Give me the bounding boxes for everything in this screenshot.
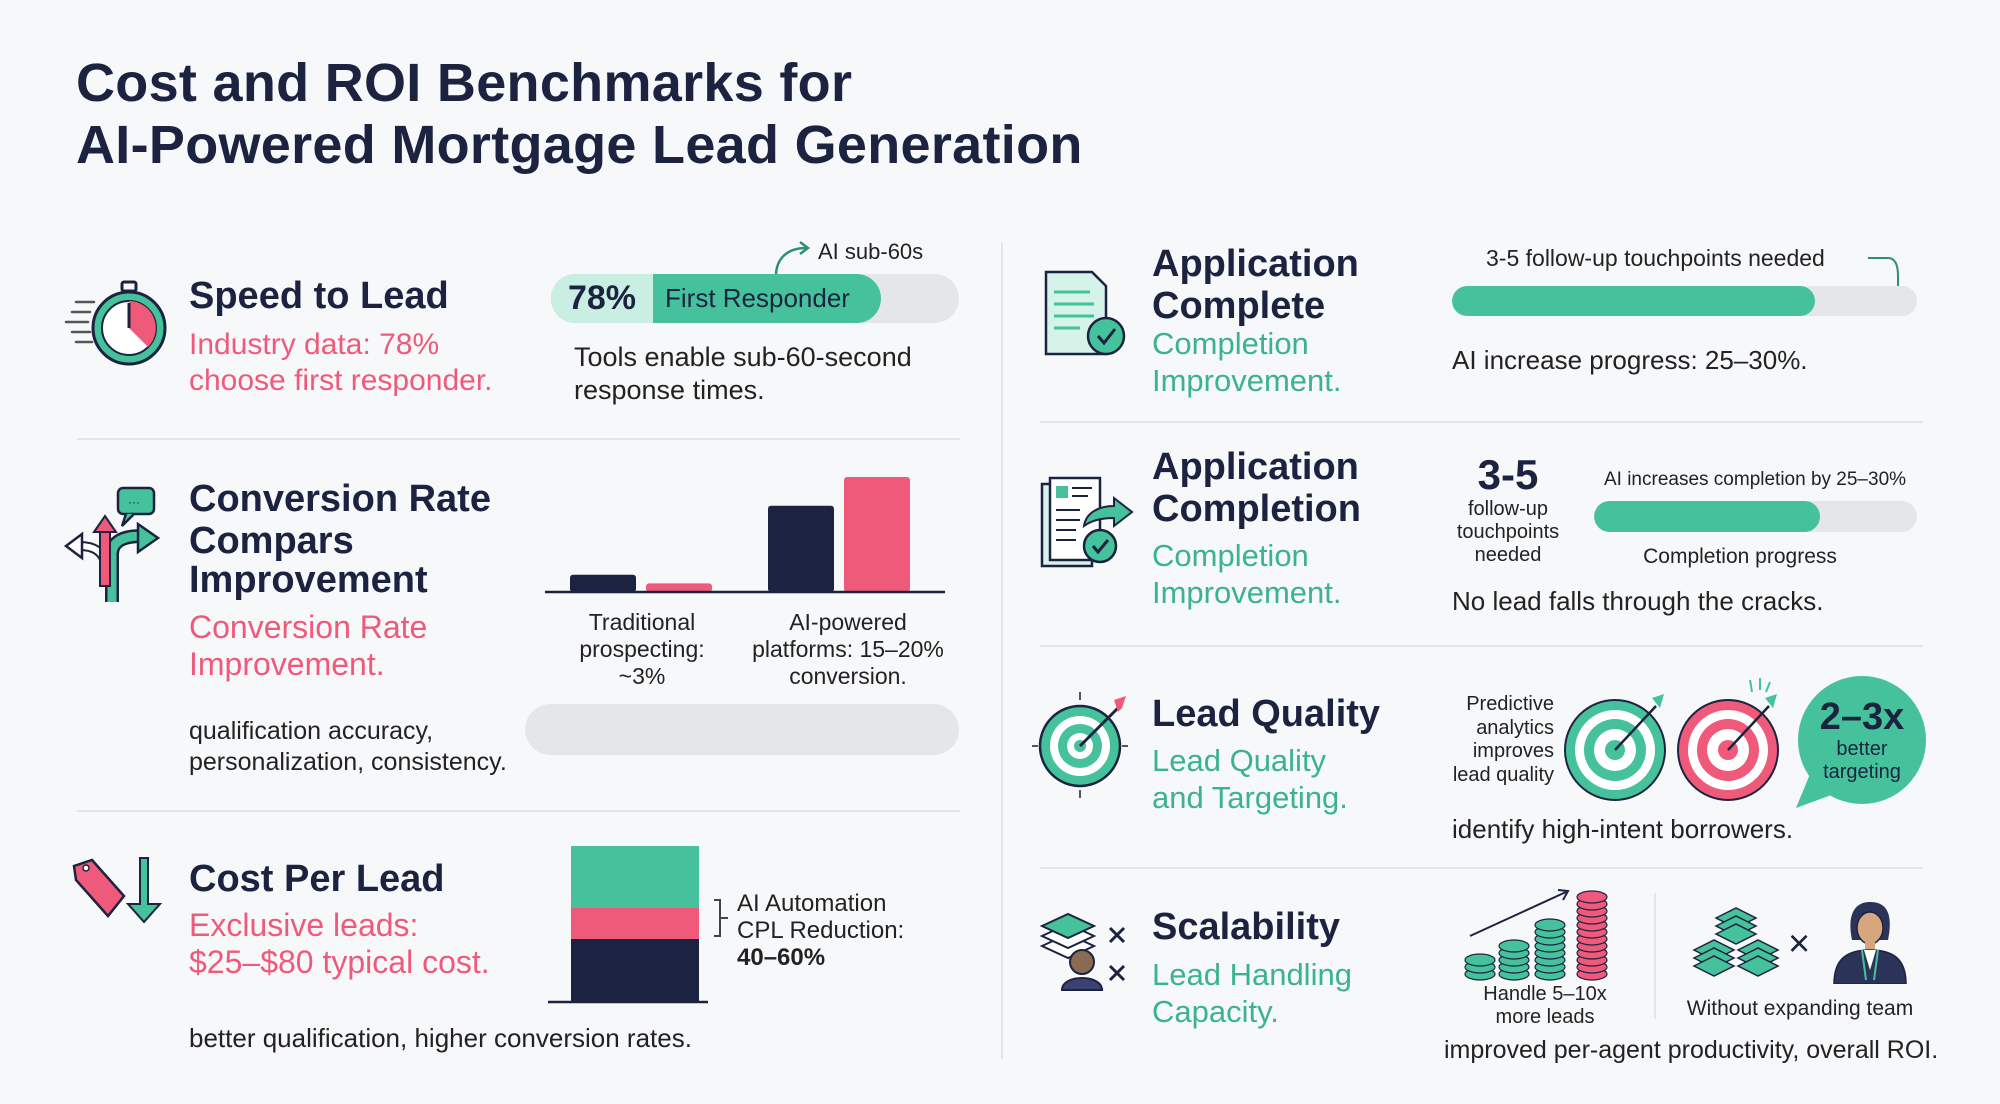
app-completion-heading-2: Completion [1152, 488, 1361, 530]
speech-bubble-badge [1796, 676, 1926, 808]
stopwatch-icon [64, 280, 167, 366]
app-complete-desc: AI increase progress: 25–30%. [1452, 345, 1808, 375]
scalability-heading: Scalability [1152, 906, 1340, 948]
conversion-bar-chart [545, 477, 945, 594]
speed-sub-1: Industry data: 78% [189, 328, 440, 361]
touchpoints-big-number: 3-5 [1477, 451, 1539, 498]
touchpoints-caption: follow-up touchpoints needed [1456, 498, 1560, 566]
lead-quality-sub-2: and Targeting. [1152, 780, 1348, 815]
conversion-heading-2: Compars [189, 520, 354, 562]
app-completion-sub-2: Improvement. [1152, 575, 1342, 610]
stack-segment-0 [571, 939, 699, 1001]
conversion-desc-2: personalization, consistency. [189, 748, 507, 776]
app-complete-progress-fill [1452, 286, 1815, 316]
app-complete-sub-1: Completion [1152, 326, 1309, 361]
conversion-heading-1: Conversion Rate [189, 478, 491, 520]
growing-coin-stacks-icon [1464, 889, 1608, 981]
speed-annotation: AI sub-60s [818, 239, 924, 264]
bracket-icon [714, 899, 728, 937]
bar-1-0 [768, 505, 834, 592]
cost-sub-1: Exclusive leads: [189, 907, 419, 943]
money-stacks-icon [1692, 907, 1780, 977]
team-member-icon [1833, 902, 1907, 984]
lead-quality-sub-1: Lead Quality [1152, 743, 1327, 778]
speed-desc-1: Tools enable sub-60-second [574, 342, 912, 372]
app-completion-heading-1: Application [1152, 446, 1359, 488]
completion-bar-bottom-label: Completion progress [1643, 545, 1837, 568]
cost-label-1: AI Automation [737, 890, 887, 917]
price-tag-down-arrow-icon [72, 857, 163, 924]
scalability-sub-2: Capacity. [1152, 994, 1279, 1029]
coin [1498, 939, 1530, 953]
scalability-divider [1654, 893, 1656, 1019]
forms-arrow-check-icon [1040, 476, 1134, 568]
coin [1576, 890, 1608, 904]
speed-sub-2: choose first responder. [189, 364, 493, 397]
section-divider [1040, 421, 1923, 423]
completion-progress-bar [1594, 501, 1917, 532]
speed-bar-label: First Responder [665, 283, 850, 313]
lead-quality-desc: identify high-intent borrowers. [1452, 814, 1794, 844]
speed-percent: 78% [551, 274, 653, 323]
app-complete-heading-2: Complete [1152, 285, 1326, 327]
targeting-multiplier: 2–3x [1819, 696, 1905, 738]
diverging-arrows-chat-icon: ··· [63, 486, 161, 602]
cost-desc: better qualification, higher conversion … [189, 1023, 692, 1053]
app-completion-desc: No lead falls through the cracks. [1452, 586, 1824, 616]
coin [1464, 953, 1496, 967]
stack-segment-2 [571, 846, 699, 908]
conversion-sub-1: Conversion Rate [189, 609, 428, 645]
coins-caption: Handle 5–10x more leads [1483, 983, 1607, 1028]
app-completion-sub-1: Completion [1152, 538, 1309, 573]
without-expanding-team-label: Without expanding team [1686, 997, 1914, 1020]
lead-quality-heading: Lead Quality [1152, 693, 1381, 735]
target-arrow-icon [1032, 692, 1128, 798]
touchpoints-label: 3-5 follow-up touchpoints needed [1486, 245, 1825, 271]
curved-arrow-icon [774, 241, 811, 277]
completion-progress-fill [1594, 501, 1821, 532]
section-divider [77, 438, 960, 440]
app-complete-progress-bar [1452, 286, 1917, 316]
column-divider [1001, 242, 1003, 1059]
money-stack-person-icon [1039, 912, 1126, 991]
stack-segment-1 [571, 908, 699, 939]
section-divider [1040, 867, 1923, 869]
cost-stacked-bar [548, 846, 708, 1004]
speed-heading: Speed to Lead [189, 275, 449, 317]
conversion-sub-2: Improvement. [189, 646, 385, 682]
section-divider [77, 810, 960, 812]
app-complete-sub-2: Improvement. [1152, 363, 1342, 398]
scalability-sub-1: Lead Handling [1152, 957, 1352, 992]
app-complete-heading-1: Application [1152, 243, 1359, 285]
scalability-desc: improved per-agent productivity, overall… [1444, 1036, 1939, 1064]
conversion-desc-1: qualification accuracy, [189, 717, 434, 745]
bar-0-0 [570, 574, 636, 592]
cost-heading: Cost Per Lead [189, 858, 445, 900]
predictive-analytics-label: Predictive analytics improves lead quali… [1452, 693, 1554, 786]
first-responder-bar-fill: 78% First Responder [551, 274, 882, 323]
empty-progress-bar [525, 704, 959, 755]
speed-desc-2: response times. [574, 375, 765, 405]
cost-label-2: CPL Reduction: [737, 917, 905, 944]
times-icon: × [1788, 923, 1811, 965]
section-divider [1040, 645, 1923, 647]
document-check-icon [1044, 270, 1126, 356]
svg-text:···: ··· [128, 495, 140, 509]
cost-sub-2: $25–$80 typical cost. [189, 944, 490, 980]
chart-category-traditional: Traditional prospecting: ~3% [579, 609, 705, 689]
targets-comparison-icon [1564, 678, 1779, 801]
completion-bar-top-label: AI increases completion by 25–30% [1603, 469, 1907, 490]
first-responder-bar: 78% First Responder [551, 274, 959, 323]
targeting-caption: better targeting [1823, 738, 1901, 783]
coin [1534, 918, 1566, 932]
conversion-heading-3: Improvement [189, 559, 428, 601]
chart-category-ai: AI-powered platforms: 15–20% conversion. [752, 609, 944, 689]
bar-0-1 [646, 583, 712, 592]
page-title: Cost and ROI Benchmarks for AI-Powered M… [76, 53, 1083, 175]
bar-1-1 [844, 477, 910, 592]
cost-label-3: 40–60% [737, 944, 826, 971]
